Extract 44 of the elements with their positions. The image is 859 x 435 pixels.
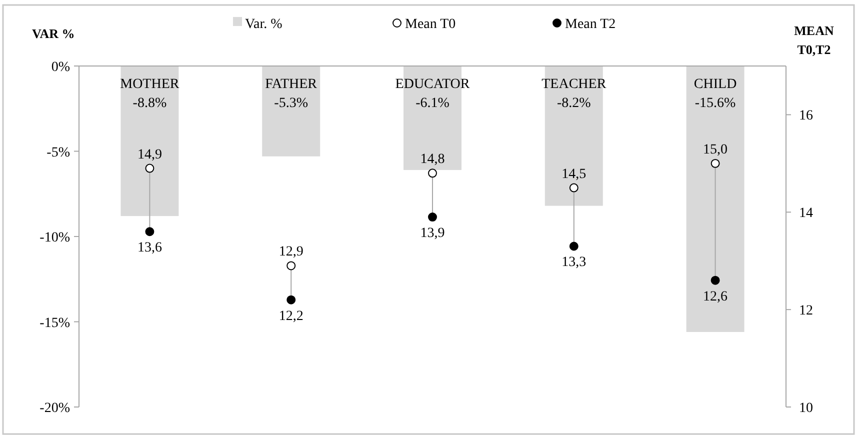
data-label: 13,9 xyxy=(420,226,445,242)
y-axis-title: VAR % xyxy=(32,26,75,41)
y-tick-label: -5% xyxy=(46,145,70,160)
y-tick-label: -20% xyxy=(40,401,70,416)
data-label: 14,9 xyxy=(137,147,162,162)
y2-axis-title: MEAN T0,T2 xyxy=(794,23,834,57)
point xyxy=(710,276,720,285)
point xyxy=(569,242,578,251)
data-label: 13,3 xyxy=(562,255,586,270)
point xyxy=(428,212,437,222)
y-tick-label: -15% xyxy=(40,316,70,331)
x-tick-label: MOTHER xyxy=(120,77,180,92)
point xyxy=(145,227,154,236)
y2-tick-label: 16 xyxy=(799,108,813,124)
x-tick-label: TEACHER xyxy=(542,77,607,92)
point xyxy=(569,183,578,192)
data-label: -5.3% xyxy=(274,96,308,111)
legend-label: Var. % xyxy=(245,17,283,32)
y-tick-label: 0% xyxy=(51,60,70,75)
point xyxy=(428,168,437,178)
data-label: 14,5 xyxy=(562,166,586,182)
x-tick-label: CHILD xyxy=(694,77,737,92)
data-label: 15,0 xyxy=(703,142,728,158)
point xyxy=(286,295,296,304)
data-label: 12,2 xyxy=(278,308,304,324)
y2-tick-label: 12 xyxy=(799,304,813,319)
data-label: -6.1% xyxy=(416,96,450,111)
y2-tick-label: 10 xyxy=(799,401,813,416)
data-label: 12,6 xyxy=(703,289,728,304)
point xyxy=(145,164,154,173)
point xyxy=(710,158,720,168)
data-label: -8.2% xyxy=(556,96,592,111)
x-tick-label: FATHER xyxy=(265,77,318,92)
x-tick-label: EDUCATOR xyxy=(395,77,470,92)
data-label: -15.6% xyxy=(694,96,736,111)
data-label: 13,6 xyxy=(137,240,162,256)
legend-label: Mean T0 xyxy=(405,17,456,32)
legend-label: Mean T2 xyxy=(565,17,616,32)
y2-tick-label: 14 xyxy=(799,206,813,222)
point xyxy=(286,261,296,270)
data-label: -8.8% xyxy=(132,96,167,111)
y-tick-label: -10% xyxy=(40,230,70,246)
data-label: 12,9 xyxy=(278,244,304,260)
data-label: 14,8 xyxy=(420,152,445,168)
